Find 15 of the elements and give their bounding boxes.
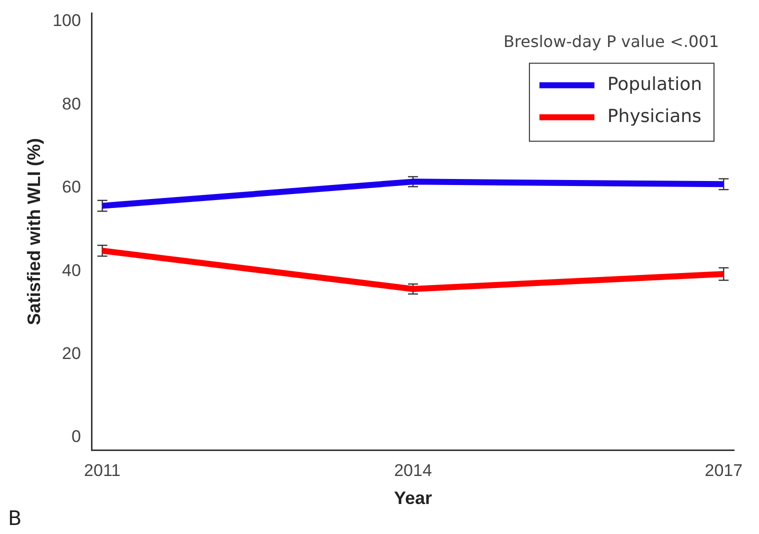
y-tick-label: 100 (52, 11, 81, 30)
annotation: Breslow-day P value <.001 (503, 32, 719, 51)
y-tick-label: 40 (62, 260, 81, 280)
x-tick-label: 2014 (394, 460, 432, 480)
x-tick-label: 2017 (704, 460, 743, 480)
text: B (8, 506, 22, 530)
legend-label: Physicians (607, 106, 702, 127)
y-axis-title: Satisfied with WLI (%) (24, 138, 44, 326)
y-tick-label: 60 (62, 178, 81, 197)
y-tick-label: 0 (71, 427, 81, 446)
y-tick-label: 20 (62, 344, 81, 364)
x-tick-label: 2011 (84, 460, 121, 480)
y-tick-label: 80 (62, 94, 81, 114)
x-axis-title: Year (394, 488, 432, 508)
legend-label: Population (607, 74, 702, 95)
